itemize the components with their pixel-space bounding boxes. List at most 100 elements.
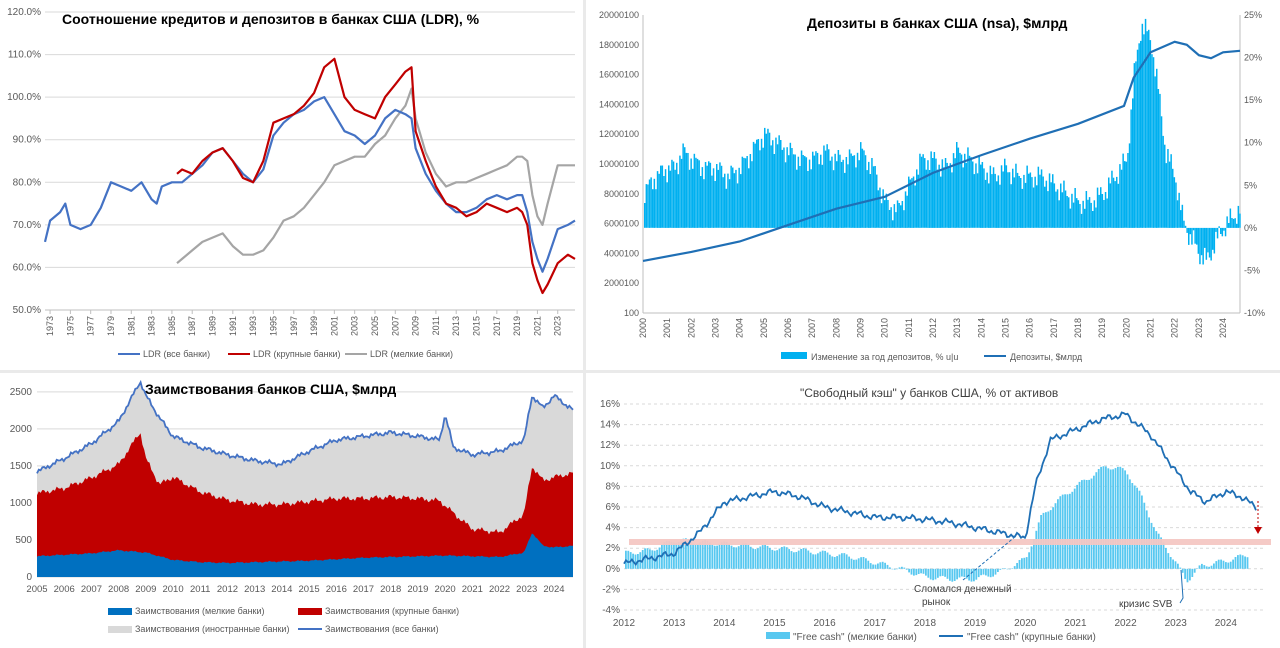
yoy-bar: [781, 149, 784, 228]
small-banks-bar: [1076, 484, 1078, 569]
yoy-bar: [904, 191, 907, 228]
threshold-band: [629, 539, 1271, 545]
freecash-chart: "Свободный кэш" у банков США, % от актив…: [600, 386, 1271, 643]
small-banks-bar: [1150, 522, 1153, 569]
small-banks-bar: [685, 538, 687, 569]
yoy-bar: [1056, 189, 1059, 228]
yoy-bar: [1189, 227, 1192, 235]
small-banks-bar: [1153, 527, 1155, 569]
x-tick-label: 1995: [268, 316, 278, 336]
yoy-bar: [674, 169, 676, 228]
yoy-bar: [1116, 176, 1118, 228]
yoy-bar: [909, 179, 912, 228]
y-right-tick-label: 15%: [1244, 95, 1262, 105]
small-banks-bar: [783, 546, 786, 569]
yoy-bar: [789, 142, 792, 228]
y-tick-label: 2%: [606, 543, 621, 554]
legend-label: "Free cash" (мелкие банки): [793, 631, 917, 643]
small-banks-bar: [1169, 557, 1172, 569]
small-banks-bar: [1184, 568, 1186, 579]
yoy-bar: [840, 162, 843, 228]
yoy-bar: [930, 151, 932, 228]
small-banks-bar: [752, 548, 754, 569]
small-banks-bar: [1117, 466, 1119, 569]
small-banks-bar: [862, 557, 865, 569]
yoy-bar: [1058, 200, 1060, 228]
yoy-bar: [848, 149, 851, 228]
small-banks-bar: [1246, 557, 1249, 569]
small-banks-bar: [1090, 478, 1093, 569]
yoy-bar: [888, 210, 891, 228]
yoy-bar: [903, 210, 905, 228]
small-banks-bar: [718, 544, 721, 569]
y-tick-label: 100.0%: [7, 92, 41, 103]
yoy-bar: [1093, 200, 1096, 228]
yoy-bar: [656, 171, 659, 228]
small-banks-bar: [1018, 560, 1021, 569]
yoy-bar: [778, 135, 780, 228]
small-banks-bar: [706, 540, 709, 569]
small-banks-bar: [747, 544, 750, 569]
yoy-bar: [664, 169, 667, 228]
small-banks-bar: [1155, 531, 1158, 569]
yoy-bar: [1207, 227, 1209, 253]
yoy-bar: [680, 158, 683, 228]
chart-title: "Свободный кэш" у банков США, % от актив…: [800, 386, 1058, 400]
small-banks-bar: [785, 547, 788, 569]
small-banks-bar: [1133, 485, 1136, 569]
yoy-bar: [796, 169, 798, 228]
yoy-bar: [1088, 197, 1091, 228]
yoy-bar: [695, 157, 697, 228]
yoy-bar: [1020, 178, 1022, 228]
yoy-bar: [850, 153, 852, 228]
small-banks-bar: [1061, 494, 1064, 569]
x-tick-label: 2017: [864, 618, 887, 629]
yoy-bar: [1066, 196, 1068, 228]
yoy-bar: [989, 165, 992, 228]
yoy-bar: [688, 169, 691, 228]
yoy-bar: [1229, 208, 1232, 228]
small-banks-bar: [1023, 557, 1026, 569]
yoy-bar: [1034, 176, 1036, 228]
yoy-bar: [826, 144, 828, 228]
yoy-bar: [884, 200, 886, 228]
small-banks-bar: [1119, 466, 1122, 569]
x-tick-label: 2024: [1218, 318, 1228, 338]
series-line-1: [176, 57, 576, 295]
legend-label: LDR (мелкие банки): [370, 349, 453, 359]
small-banks-bar: [1105, 466, 1107, 569]
yoy-bar: [948, 168, 950, 228]
yoy-bar: [1125, 161, 1128, 228]
ldr-chart-panel: Соотношение кредитов и депозитов в банка…: [0, 0, 583, 370]
yoy-bar: [928, 170, 931, 228]
yoy-bar: [1180, 210, 1182, 228]
yoy-bar: [868, 161, 870, 228]
yoy-bar: [1232, 218, 1235, 228]
yoy-bar: [799, 166, 801, 228]
deposits-chart: Депозиты в банках США (nsa), $млрд100200…: [599, 10, 1265, 362]
x-tick-label: 2015: [299, 584, 320, 595]
yoy-bar: [1101, 194, 1104, 228]
yoy-bar: [1096, 187, 1099, 228]
small-banks-bar: [814, 554, 817, 569]
yoy-bar: [754, 143, 756, 228]
x-tick-label: 2015: [763, 618, 786, 629]
yoy-bar: [1221, 227, 1224, 237]
yoy-bar: [972, 161, 974, 228]
yoy-bar: [999, 184, 1001, 228]
small-banks-bar: [680, 540, 682, 569]
yoy-bar: [786, 147, 788, 228]
yoy-bar: [776, 144, 779, 228]
small-banks-bar: [1227, 562, 1230, 569]
yoy-bar: [733, 173, 736, 228]
x-tick-label: 2003: [711, 318, 721, 338]
small-banks-bar: [1052, 507, 1054, 569]
legend-label: Заимствования (иностранные банки): [135, 624, 289, 634]
yoy-bar: [725, 188, 728, 228]
borrowings-chart: 0 500 1000 1500 2000 2500 2005 2006 2007 2008 2009…: [10, 379, 574, 634]
small-banks-bar: [977, 568, 980, 578]
small-banks-bar: [941, 568, 944, 576]
small-banks-bar: [1064, 494, 1066, 569]
yoy-bar: [784, 162, 787, 228]
x-tick-label: 2021: [532, 316, 542, 336]
